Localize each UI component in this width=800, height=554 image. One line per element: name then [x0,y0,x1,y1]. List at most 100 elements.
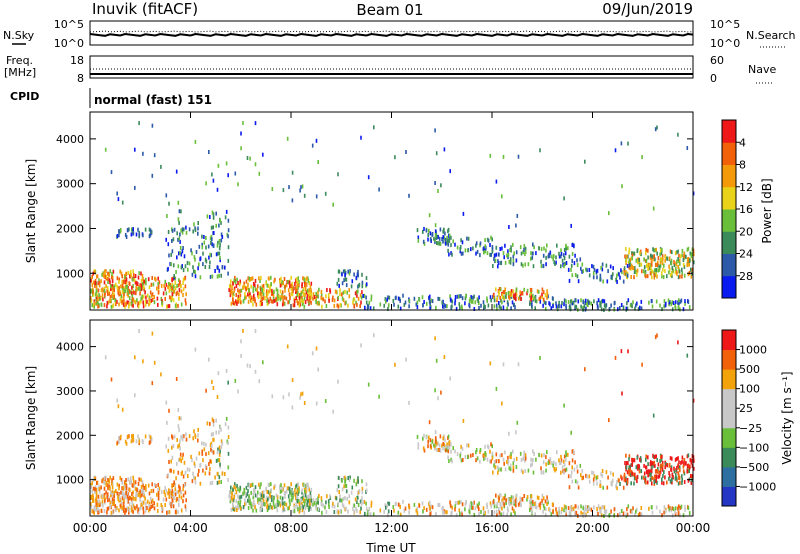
power-cell [195,250,198,254]
power-cell [429,231,432,236]
velocity-cell [166,510,168,515]
power-cell [565,306,567,310]
velocity-cell [655,469,657,474]
velocity-cell [156,492,158,497]
velocity-cell [212,432,214,437]
velocity-cell [151,482,153,487]
power-cell [573,261,576,266]
velocity-cell [95,491,98,496]
velocity-cell [232,498,235,503]
velocity-cell [417,442,420,447]
velocity-cell [565,512,567,516]
velocity-cell [645,457,647,462]
velocity-cell [242,328,244,333]
velocity-cell [105,481,108,486]
power-cell [399,298,401,303]
power-cell [136,298,138,303]
velocity-cell [113,494,115,499]
velocity-cell [269,502,272,507]
velocity-cell [681,459,683,464]
velocity-cell [142,359,144,364]
velocity-cell [102,503,104,508]
velocity-cell [475,448,478,452]
power-cell [225,161,228,166]
velocity-cell [194,464,196,469]
power-cell [168,304,171,309]
velocity-cell [244,498,246,503]
power-cell [237,288,239,293]
power-cell [399,306,402,311]
power-cell [316,294,318,299]
velocity-cell [495,509,498,514]
velocity-cell [167,473,169,478]
power-cell [546,295,548,300]
velocity-cell [114,504,116,509]
power-cell [239,289,241,294]
velocity-cell [123,505,125,509]
power-cell [633,251,635,256]
power-cell [174,280,177,285]
velocity-cell [437,502,439,507]
power-cell [486,251,489,256]
velocity-cell [179,452,182,457]
velocity-cell [142,500,145,505]
power-cell [122,279,125,284]
velocity-cell [212,450,215,455]
power-cell [315,300,317,305]
power-cell [107,292,109,296]
power-cell [185,292,187,297]
power-cell [183,254,186,259]
power-cell [636,260,639,265]
power-cell [283,301,286,306]
velocity-cell [182,452,184,457]
velocity-cell [503,461,505,466]
power-cell [193,222,195,227]
velocity-cell [359,510,361,515]
velocity-cell [415,508,418,513]
power-cell [273,290,275,294]
velocity-cell [239,485,241,490]
power-cell [107,300,110,305]
velocity-cell [388,501,391,506]
velocity-cell [148,491,151,496]
velocity-cell [308,494,311,499]
power-cell [111,304,114,309]
power-cell [567,246,569,251]
velocity-cell [527,468,530,473]
power-cell [258,276,260,281]
colorbar-tick-label: 500 [739,363,760,376]
power-cell [582,269,584,274]
power-cell [232,292,235,296]
power-cell [677,264,679,269]
velocity-cell [501,501,504,506]
power-cell [532,293,534,298]
power-cell [217,240,219,245]
velocity-cell [599,480,602,484]
power-cell [546,243,548,248]
velocity-cell [112,476,115,481]
power-cell [267,284,270,288]
velocity-cell [95,488,98,492]
velocity-cell [127,497,130,502]
velocity-cell [103,495,106,500]
power-cell [597,306,599,310]
power-cell [438,236,441,241]
velocity-cell [199,463,201,468]
velocity-cell [172,469,175,474]
power-cell [641,269,643,274]
velocity-cell [185,432,187,437]
power-cell [296,292,298,297]
power-cell [178,292,180,297]
velocity-cell [563,459,565,464]
velocity-cell [654,335,657,340]
velocity-cell [437,448,440,452]
power-cell [295,296,297,301]
power-cell [515,223,517,228]
velocity-cell [290,482,292,487]
velocity-cell [498,496,500,501]
power-cell [425,301,428,306]
velocity-cell [539,505,542,510]
power-cell [137,304,140,309]
velocity-cell [198,468,200,473]
power-cell [514,305,516,310]
